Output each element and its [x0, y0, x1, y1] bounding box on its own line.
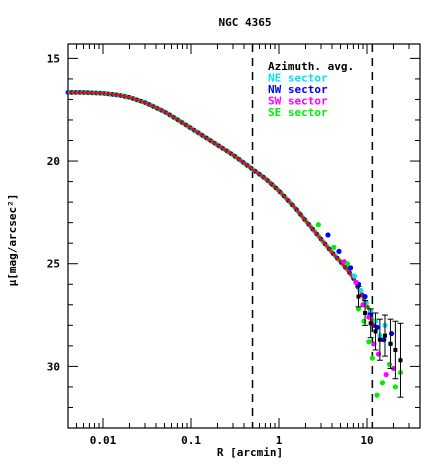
y-axis-label: μ[mag/arcsec²]	[6, 194, 19, 287]
sector-point	[331, 244, 337, 250]
sector-point	[344, 261, 351, 267]
x-axis-label: R [arcmin]	[217, 446, 283, 459]
legend-entry: SW sector	[268, 95, 328, 108]
sector-point	[360, 302, 366, 308]
model-profile	[65, 90, 377, 328]
x-tick-label: 0.01	[90, 434, 117, 447]
sector-point	[392, 384, 398, 390]
y-axis: 15 20 25 30	[47, 52, 420, 429]
y-tick-label: 30	[47, 360, 60, 373]
avg-point	[382, 333, 387, 338]
legend-entry: SE sector	[268, 106, 328, 119]
plot-frame	[67, 43, 421, 429]
legend-entry: Azimuth. avg.	[268, 60, 354, 73]
sector-point	[358, 287, 364, 294]
y-tick-label: 25	[47, 258, 60, 271]
sector-point	[315, 222, 321, 228]
legend-entry: NW sector	[268, 83, 328, 96]
sector-point	[386, 361, 393, 367]
sector-point	[361, 318, 367, 324]
avg-point	[368, 321, 373, 326]
y-tick-label: 15	[47, 52, 60, 65]
x-axis: 0.01 0.1 1 10	[67, 44, 421, 447]
avg-point	[373, 329, 378, 334]
avg-point	[356, 294, 361, 299]
sector-point	[374, 392, 380, 398]
plot-area	[67, 43, 421, 429]
sector-point	[325, 232, 331, 238]
sector-point	[369, 355, 375, 361]
sector-point	[336, 248, 342, 255]
x-tick-label: 1	[276, 434, 283, 447]
sector-point	[351, 273, 358, 279]
avg-point	[398, 358, 403, 363]
sector-point	[379, 380, 386, 386]
avg-point	[388, 341, 393, 346]
sector-point	[381, 337, 387, 343]
sector-point	[355, 306, 362, 312]
sector-point	[362, 293, 368, 300]
profile-line	[68, 91, 375, 326]
sector-point	[383, 372, 389, 378]
legend-entry: NE sector	[268, 72, 328, 85]
data-points	[315, 222, 404, 398]
x-tick-label: 0.1	[181, 434, 201, 447]
x-tick-label: 10	[360, 434, 373, 447]
chart-title: NGC 4365	[219, 16, 272, 29]
sector-point	[353, 279, 359, 285]
sector-point	[347, 265, 354, 271]
y-tick-label: 20	[47, 155, 60, 168]
avg-point	[363, 311, 368, 316]
avg-point	[377, 337, 382, 342]
sector-point	[388, 330, 395, 337]
sector-point	[366, 339, 372, 345]
avg-point	[393, 347, 398, 352]
reference-lines	[251, 44, 374, 428]
